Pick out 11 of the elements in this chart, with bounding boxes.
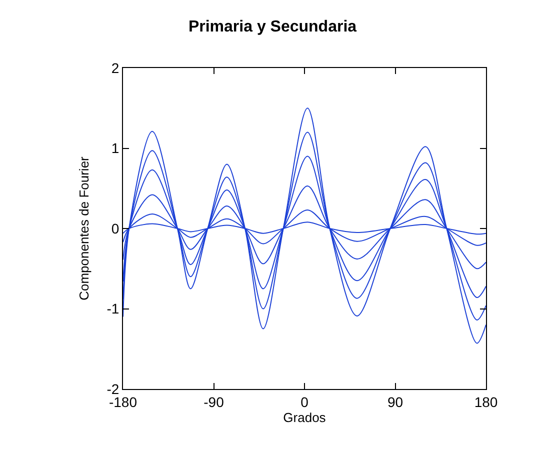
chart-title: Primaria y Secundaria [188,18,357,36]
x-tick-label: 0 [300,394,309,410]
x-tick-label: 90 [387,394,404,410]
x-tick-label: -90 [204,394,224,410]
y-tick-label: 2 [111,60,120,76]
y-axis-title: Componentes de Fourier [76,156,92,300]
y-tick-label: 1 [111,140,120,156]
x-tick-label: 180 [474,394,498,410]
y-tick-label: -1 [106,300,120,317]
y-tick-label: 0 [111,220,120,236]
x-axis-title: Grados [283,410,326,425]
